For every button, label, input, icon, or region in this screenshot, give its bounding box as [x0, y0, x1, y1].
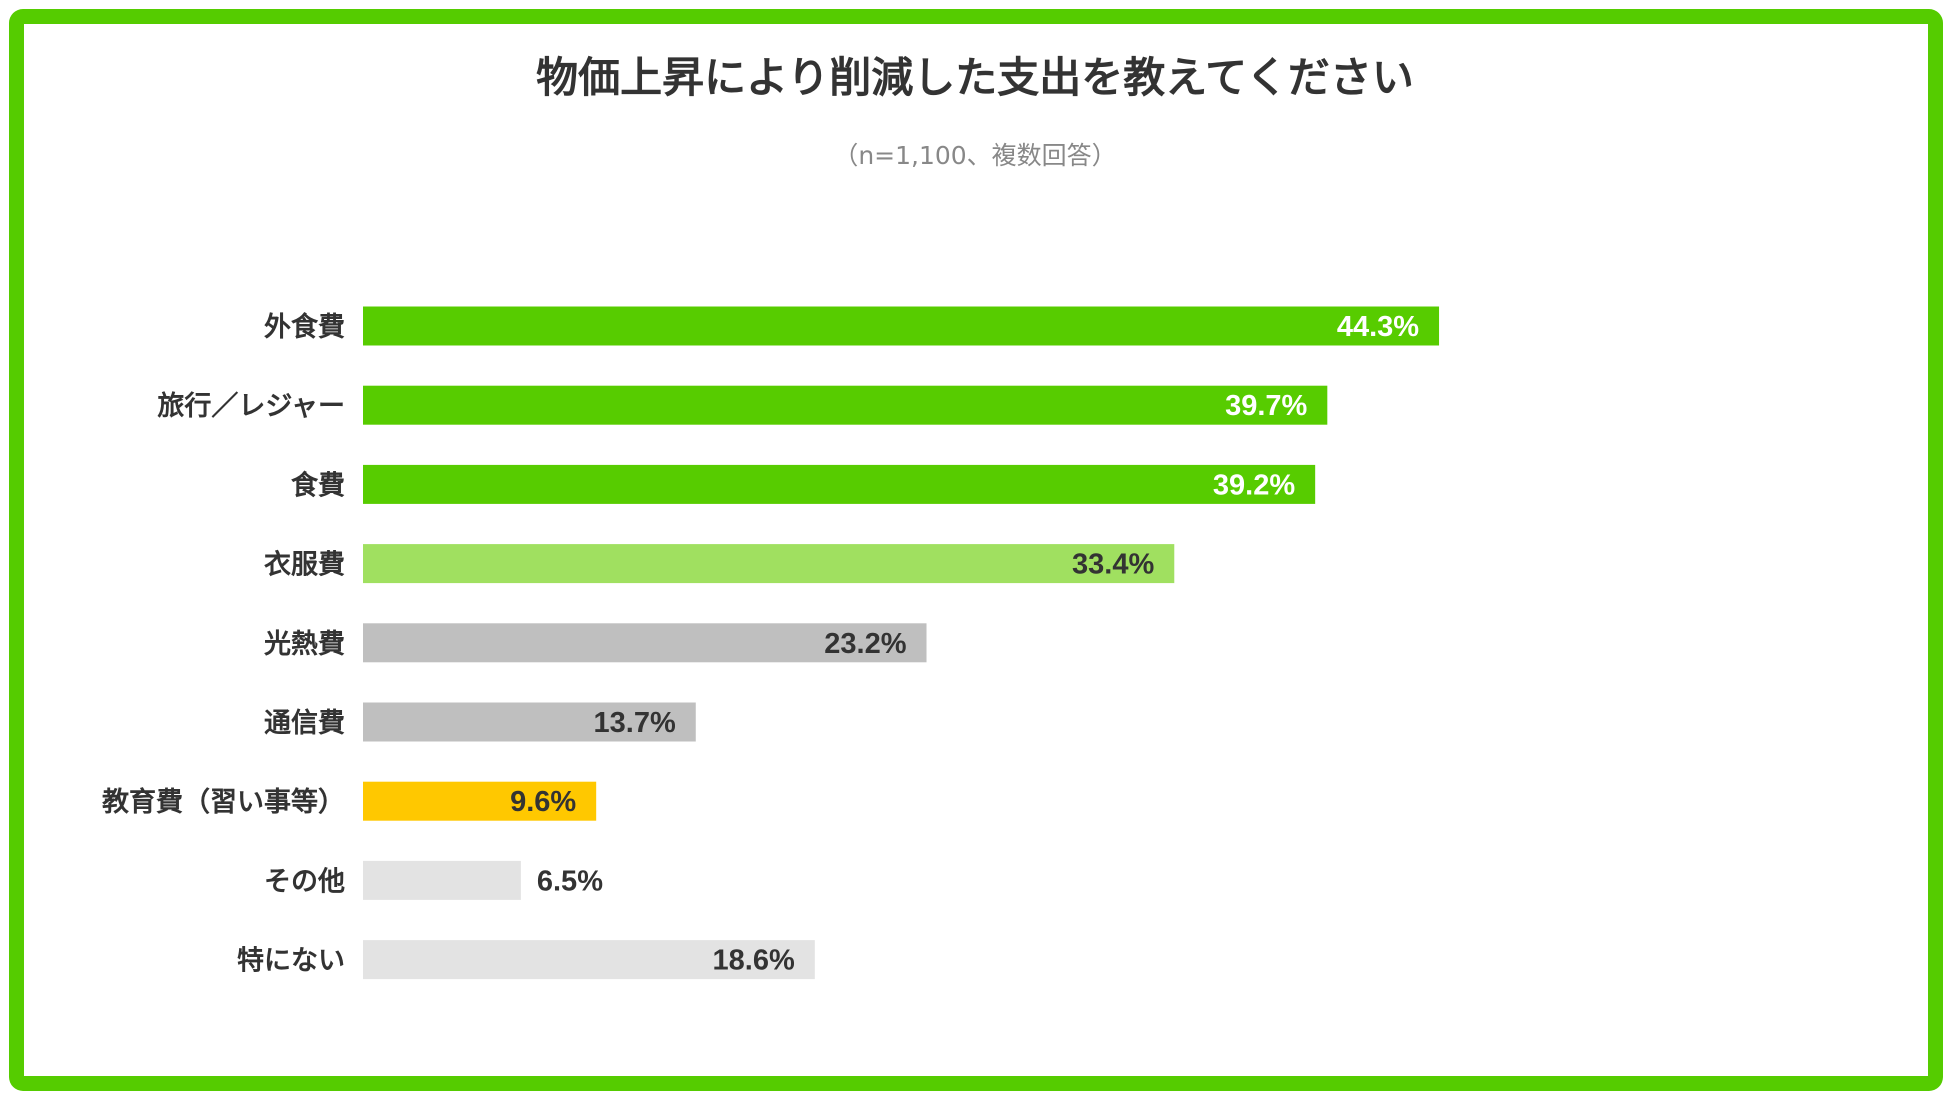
chart-subtitle: （n=1,100、複数回答） [833, 141, 1117, 170]
bar [363, 860, 521, 900]
bar [363, 781, 597, 821]
bar [363, 940, 815, 980]
category-label: 教育費（習い事等） [102, 786, 345, 818]
value-label: 6.5% [537, 865, 603, 897]
bar [363, 623, 927, 663]
category-label: その他 [264, 866, 345, 897]
category-label: 衣服費 [264, 549, 345, 581]
category-label: 食費 [291, 469, 345, 501]
bar [363, 385, 1328, 425]
category-label: 旅行／レジャー [157, 390, 345, 422]
bar [363, 464, 1316, 504]
bar [363, 306, 1440, 346]
value-label: 13.7% [594, 707, 676, 739]
chart-title: 物価上昇により削減した支出を教えてください [536, 53, 1414, 102]
value-label: 23.2% [824, 628, 906, 660]
value-label: 39.2% [1213, 469, 1295, 501]
category-label: 通信費 [264, 708, 345, 739]
value-label: 33.4% [1072, 549, 1154, 581]
bar [363, 544, 1175, 584]
category-label: 光熱費 [263, 629, 345, 660]
category-label: 特にない [237, 946, 345, 977]
value-label: 18.6% [713, 945, 795, 977]
value-label: 39.7% [1225, 390, 1307, 422]
value-label: 9.6% [510, 786, 576, 818]
bar [363, 702, 696, 742]
value-label: 44.3% [1337, 311, 1419, 343]
category-label: 外食費 [264, 311, 345, 343]
